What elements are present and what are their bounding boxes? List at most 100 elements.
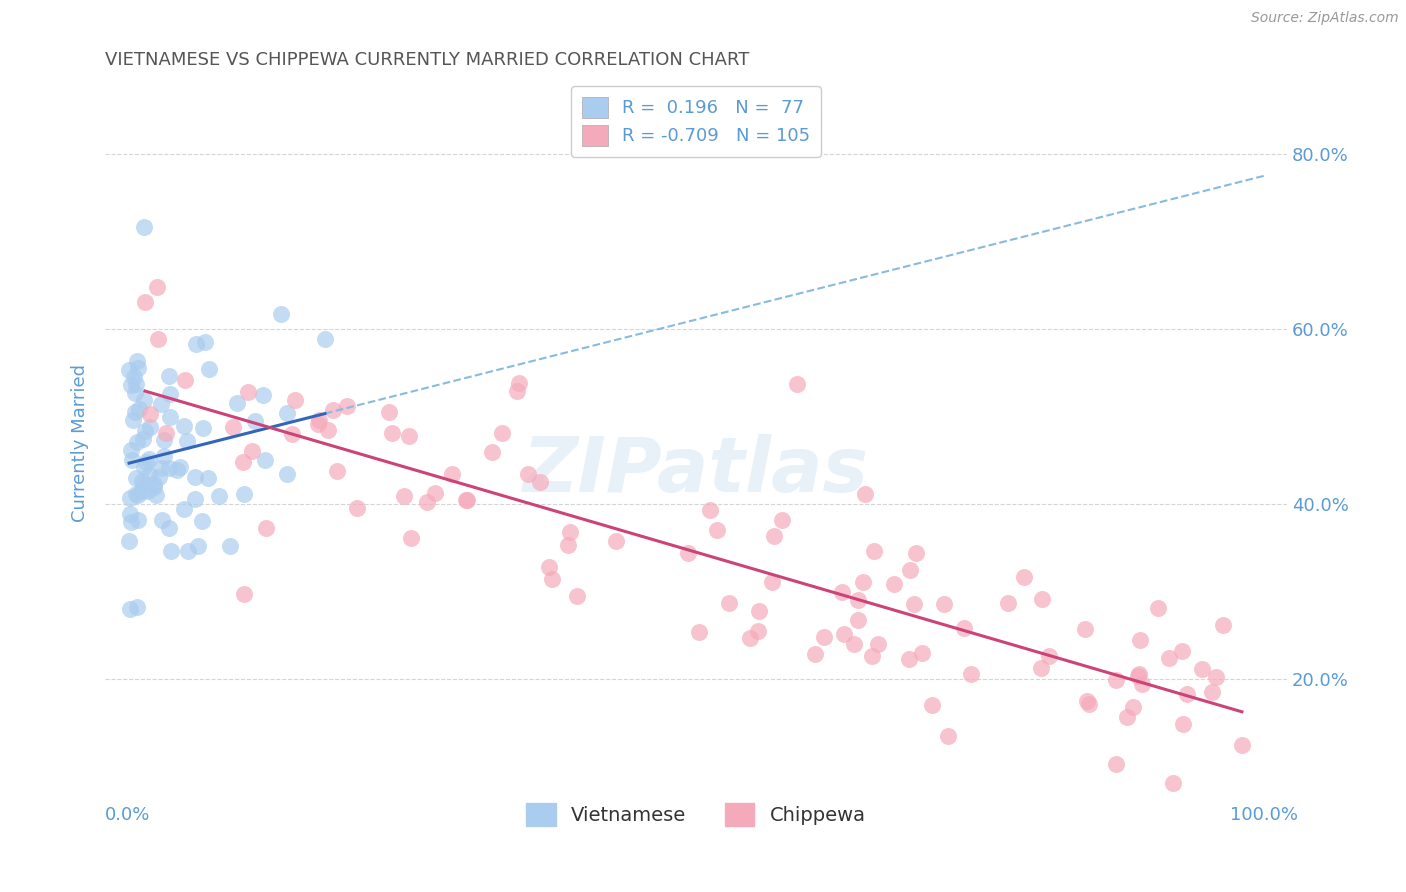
Legend: Vietnamese, Chippewa: Vietnamese, Chippewa [519, 795, 873, 834]
Point [184, 337, 207, 351]
Point [322, 403, 344, 417]
Point [125, 353, 148, 368]
Point [380, 425, 402, 440]
Point [134, 477, 156, 491]
Point [134, 219, 156, 234]
Point [747, 624, 769, 638]
Point [844, 637, 866, 651]
Point [132, 392, 155, 407]
Point [127, 599, 149, 614]
Point [932, 598, 955, 612]
Point [157, 461, 180, 475]
Point [252, 388, 274, 402]
Point [139, 419, 162, 434]
Point [240, 444, 263, 458]
Point [160, 544, 183, 558]
Point [194, 334, 217, 349]
Point [1159, 651, 1181, 665]
Point [135, 454, 157, 468]
Point [770, 513, 793, 527]
Point [1105, 673, 1128, 687]
Point [834, 626, 856, 640]
Text: Source: ZipAtlas.com: Source: ZipAtlas.com [1251, 11, 1399, 25]
Point [281, 426, 304, 441]
Point [270, 307, 292, 321]
Point [232, 486, 254, 500]
Point [688, 625, 710, 640]
Point [1205, 670, 1227, 684]
Point [155, 425, 177, 440]
Point [124, 487, 146, 501]
Point [232, 455, 254, 469]
Point [557, 538, 579, 552]
Point [121, 515, 143, 529]
Point [911, 646, 934, 660]
Point [276, 406, 298, 420]
Point [1105, 756, 1128, 771]
Point [122, 370, 145, 384]
Point [936, 729, 959, 743]
Point [184, 491, 207, 506]
Point [118, 507, 141, 521]
Point [860, 649, 883, 664]
Point [897, 652, 920, 666]
Point [169, 459, 191, 474]
Point [491, 425, 513, 440]
Point [529, 475, 551, 489]
Point [1161, 776, 1184, 790]
Point [517, 467, 540, 481]
Y-axis label: Currently Married: Currently Married [72, 364, 89, 522]
Point [152, 449, 174, 463]
Point [605, 533, 627, 548]
Point [883, 577, 905, 591]
Point [146, 332, 169, 346]
Point [145, 488, 167, 502]
Point [159, 410, 181, 425]
Point [1078, 697, 1101, 711]
Point [138, 407, 160, 421]
Point [166, 463, 188, 477]
Point [1038, 648, 1060, 663]
Point [132, 432, 155, 446]
Point [921, 698, 943, 712]
Point [148, 470, 170, 484]
Point [284, 392, 307, 407]
Point [953, 621, 976, 635]
Point [253, 452, 276, 467]
Point [127, 361, 149, 376]
Point [314, 332, 336, 346]
Point [127, 513, 149, 527]
Point [159, 368, 181, 383]
Point [143, 477, 166, 491]
Point [118, 601, 141, 615]
Point [456, 492, 478, 507]
Point [134, 424, 156, 438]
Point [813, 630, 835, 644]
Point [142, 480, 165, 494]
Point [761, 574, 783, 589]
Point [138, 452, 160, 467]
Point [308, 412, 330, 426]
Point [346, 501, 368, 516]
Point [1230, 738, 1253, 752]
Point [904, 546, 927, 560]
Point [898, 564, 921, 578]
Text: VIETNAMESE VS CHIPPEWA CURRENTLY MARRIED CORRELATION CHART: VIETNAMESE VS CHIPPEWA CURRENTLY MARRIED… [105, 51, 749, 69]
Point [1128, 667, 1150, 681]
Point [121, 413, 143, 427]
Point [537, 559, 560, 574]
Point [903, 597, 925, 611]
Point [159, 387, 181, 401]
Point [307, 417, 329, 432]
Point [245, 414, 267, 428]
Point [150, 513, 173, 527]
Point [558, 524, 581, 539]
Point [232, 587, 254, 601]
Point [254, 521, 277, 535]
Point [1128, 668, 1150, 682]
Point [118, 533, 141, 548]
Point [853, 487, 876, 501]
Point [481, 445, 503, 459]
Point [173, 373, 195, 387]
Point [134, 295, 156, 310]
